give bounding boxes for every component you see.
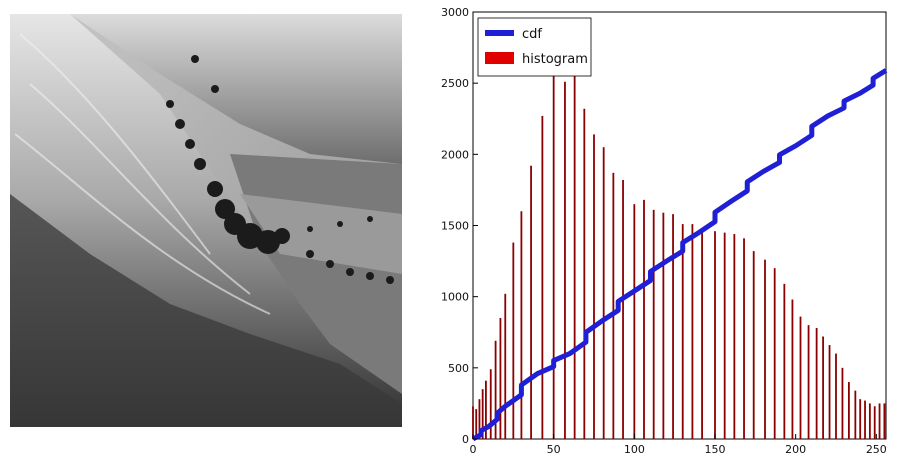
histogram-bar bbox=[541, 115, 544, 440]
histogram-bars bbox=[472, 70, 886, 440]
x-axis-ticks: 0 50 100 150 200 250 bbox=[470, 434, 887, 456]
histogram-bar bbox=[835, 353, 837, 439]
cdf-line-group bbox=[471, 68, 888, 442]
histogram-bar bbox=[878, 403, 881, 439]
histogram-bar bbox=[773, 268, 776, 439]
histogram-bar bbox=[622, 179, 624, 439]
y-axis-ticks: 0 500 1000 1500 2000 2500 3000 bbox=[441, 6, 478, 446]
histogram-bar bbox=[691, 224, 694, 439]
histogram-bar bbox=[672, 214, 674, 439]
y-tick-label: 1000 bbox=[441, 291, 469, 304]
histogram-bar bbox=[873, 406, 876, 439]
histogram-bar bbox=[494, 340, 497, 439]
histogram-bar bbox=[602, 147, 605, 439]
histogram-bar bbox=[723, 232, 726, 439]
legend-cdf-label: cdf bbox=[522, 27, 542, 42]
histogram-bar bbox=[883, 403, 886, 439]
histogram-bar bbox=[743, 238, 745, 439]
histogram-bar bbox=[564, 81, 566, 439]
histogram-bar bbox=[868, 403, 871, 439]
histogram-bar bbox=[652, 209, 655, 439]
y-tick-label: 3000 bbox=[441, 6, 469, 19]
cdf-line bbox=[471, 68, 888, 442]
histogram-bar bbox=[489, 369, 492, 439]
histogram-bar bbox=[854, 390, 857, 439]
histogram-bar bbox=[815, 327, 818, 439]
histogram-bar bbox=[701, 228, 703, 439]
histogram-bar bbox=[520, 211, 523, 439]
histogram-bar bbox=[485, 380, 487, 439]
y-tick-label: 0 bbox=[462, 433, 469, 446]
histogram-bar bbox=[841, 367, 844, 439]
x-tick-label: 200 bbox=[785, 443, 806, 456]
legend-histogram-swatch bbox=[485, 52, 514, 64]
histogram-bar bbox=[512, 242, 515, 439]
histogram-bar bbox=[472, 406, 474, 439]
histogram-bar bbox=[752, 251, 755, 439]
histogram-bar bbox=[475, 409, 478, 439]
x-tick-label: 250 bbox=[866, 443, 887, 456]
histogram-bar bbox=[530, 165, 532, 439]
x-tick-label: 150 bbox=[704, 443, 725, 456]
legend: cdf histogram bbox=[477, 17, 592, 77]
histogram-bar bbox=[828, 345, 831, 439]
histogram-bar bbox=[859, 399, 862, 439]
histogram-bar bbox=[822, 336, 824, 439]
y-tick-label: 2500 bbox=[441, 77, 469, 90]
legend-box bbox=[477, 17, 592, 77]
histogram-bar bbox=[733, 234, 736, 439]
histogram-bar bbox=[783, 283, 786, 439]
landscape-photo bbox=[10, 14, 402, 427]
x-tick-label: 100 bbox=[624, 443, 645, 456]
legend-histogram-label: histogram bbox=[522, 52, 588, 67]
histogram-bar bbox=[573, 70, 576, 440]
histogram-bar bbox=[791, 299, 794, 439]
histogram-bar bbox=[807, 325, 810, 439]
histogram-bar bbox=[643, 199, 645, 439]
y-tick-label: 500 bbox=[448, 362, 469, 375]
histogram-bar bbox=[714, 231, 716, 439]
histogram-bar bbox=[499, 318, 502, 439]
histogram-bar bbox=[764, 259, 766, 439]
y-tick-label: 2000 bbox=[441, 148, 469, 161]
histogram-bar bbox=[504, 293, 507, 439]
histogram-bar bbox=[681, 224, 684, 439]
x-tick-label: 0 bbox=[470, 443, 477, 456]
histogram-bar bbox=[799, 316, 802, 439]
histogram-bar bbox=[633, 204, 636, 439]
histogram-bar bbox=[583, 108, 586, 439]
x-tick-label: 50 bbox=[547, 443, 561, 456]
histogram-bar bbox=[593, 134, 595, 439]
histogram-bar bbox=[552, 76, 555, 440]
histogram-bar bbox=[864, 400, 866, 439]
histogram-bar bbox=[481, 389, 484, 439]
histogram-bar bbox=[662, 212, 665, 439]
histogram-bar bbox=[478, 399, 481, 439]
histogram-bar bbox=[612, 172, 615, 439]
y-tick-label: 1500 bbox=[441, 220, 469, 233]
histogram-bar bbox=[847, 382, 850, 439]
